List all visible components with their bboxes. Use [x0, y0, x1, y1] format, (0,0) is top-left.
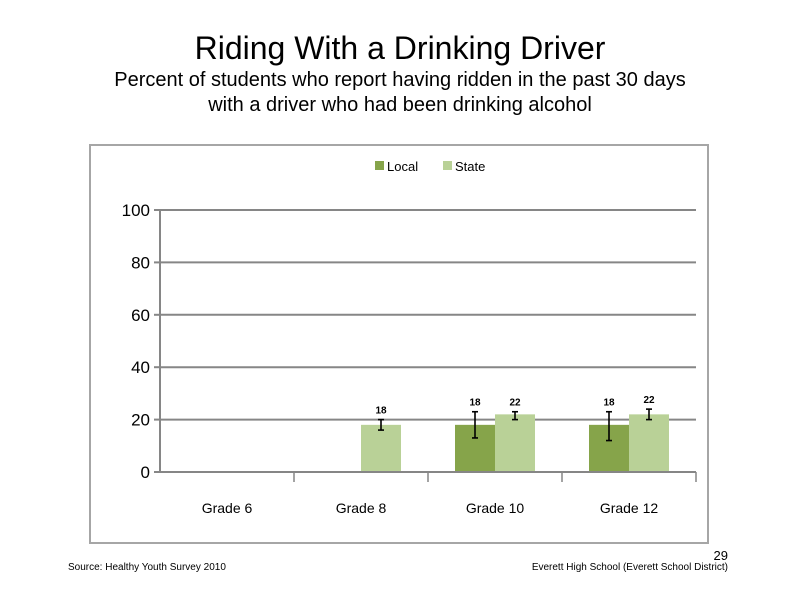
- y-tick-label: 20: [131, 411, 150, 430]
- subtitle-line-1: Percent of students who report having ri…: [114, 69, 686, 91]
- y-tick-label: 0: [141, 463, 150, 482]
- bar-state: [495, 414, 535, 472]
- legend-label-local: Local: [387, 159, 418, 174]
- y-tick-label: 60: [131, 306, 150, 325]
- bar-state: [629, 414, 669, 472]
- data-label: 18: [375, 406, 387, 417]
- x-tick-label: Grade 8: [336, 500, 387, 516]
- legend-swatch-state: [443, 161, 452, 170]
- data-label: 18: [469, 398, 481, 409]
- x-tick-label: Grade 6: [202, 500, 253, 516]
- y-tick-label: 80: [131, 253, 150, 272]
- subtitle-line-2: with a driver who had been drinking alco…: [208, 94, 592, 116]
- page-number: 29: [713, 548, 728, 563]
- data-label: 18: [603, 398, 615, 409]
- x-tick-label: Grade 12: [600, 500, 659, 516]
- data-label: 22: [643, 395, 655, 406]
- legend-label-state: State: [455, 159, 485, 174]
- chart-subtitle: Percent of students who report having ri…: [60, 68, 740, 118]
- source-note: Source: Healthy Youth Survey 2010: [68, 562, 226, 573]
- school-name: Everett High School (Everett School Dist…: [531, 562, 728, 573]
- data-label: 22: [509, 398, 521, 409]
- chart-frame: [89, 144, 709, 544]
- legend-swatch-local: [375, 161, 384, 170]
- chart-title: Riding With a Drinking Driver: [194, 30, 606, 66]
- bar-state: [361, 424, 401, 472]
- y-tick-label: 100: [122, 201, 150, 220]
- x-tick-label: Grade 10: [466, 500, 525, 516]
- y-tick-label: 40: [131, 358, 150, 377]
